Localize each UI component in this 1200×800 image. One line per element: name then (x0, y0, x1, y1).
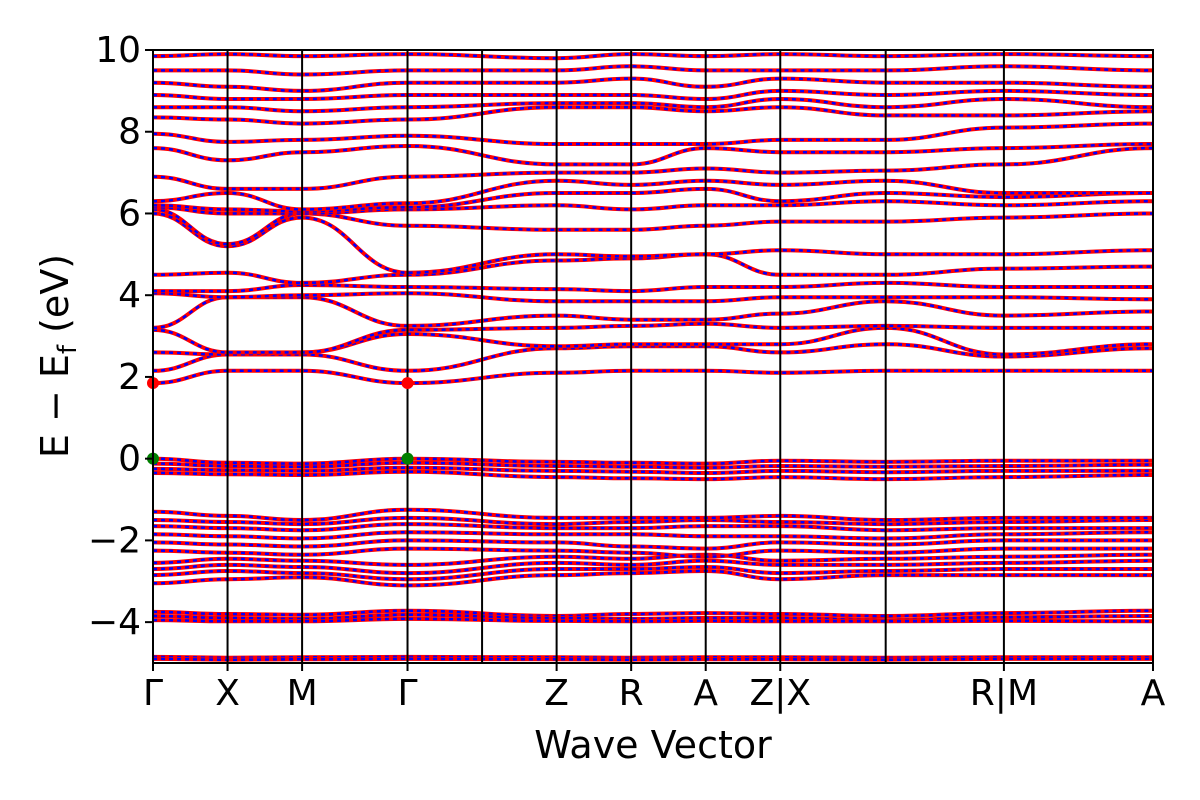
band-line-spin-down (152, 253, 1154, 285)
y-tick-label: 8 (118, 112, 141, 153)
band-line-spin-down (152, 187, 1154, 213)
y-tick-label: −2 (88, 520, 141, 561)
y-axis-ticks: −4 −2 0 2 4 6 8 10 (88, 30, 153, 643)
x-tick-label: R|M (970, 673, 1038, 714)
special-points (147, 377, 414, 465)
x-tick-label: X (215, 673, 240, 714)
x-tick-label: Γ (143, 673, 163, 714)
x-axis-kpoint-labels: Γ X M Γ Z R A Z|X R|M A (143, 663, 1166, 714)
band-line-spin-down (152, 539, 1153, 550)
y-tick-label: 4 (118, 275, 141, 316)
special-point-marker (401, 377, 414, 390)
band-line-spin-down (152, 609, 1154, 618)
band-line-spin-down (152, 461, 1154, 469)
band-line-spin-down (152, 553, 1154, 567)
x-tick-label: Z (544, 673, 569, 714)
band-line-spin-down (152, 516, 1154, 526)
band-line-spin-down (152, 457, 1154, 465)
band-line-spin-down (152, 89, 1154, 101)
band-line-spin-down (152, 565, 1153, 581)
band-line-spin-down (152, 655, 1153, 659)
band-line-spin-down (152, 466, 1153, 475)
band-line-spin-down (152, 569, 1153, 587)
band-line-spin-down (152, 547, 1153, 558)
band-line-spin-down (152, 530, 1154, 540)
x-axis-label: Wave Vector (534, 723, 772, 767)
band-line-spin-down (152, 65, 1154, 76)
x-tick-label: A (693, 673, 718, 714)
x-tick-label: R (619, 673, 644, 714)
band-line-spin-down (152, 52, 1154, 60)
band-line-spin-down (152, 291, 1154, 303)
band-line-spin-down (152, 522, 1153, 532)
band-line-spin-down (152, 97, 1154, 113)
band-line-spin-down (152, 212, 1154, 274)
y-axis-label: E − Ef (eV) (33, 254, 83, 458)
y-tick-label: −4 (88, 602, 141, 643)
band-line-spin-down (153, 281, 1153, 293)
band-line-spin-down (152, 559, 1154, 575)
kpath-lines (226, 50, 1005, 663)
band-line-spin-down (152, 508, 1153, 522)
plot-frame (152, 49, 1154, 664)
y-tick-label: 6 (118, 193, 141, 234)
x-tick-label: M (287, 673, 318, 714)
band-line-spin-down (152, 470, 1154, 481)
band-line-spin-down (152, 199, 1154, 215)
band-line-spin-down (152, 122, 1154, 146)
x-tick-label: A (1141, 673, 1166, 714)
band-line-spin-down (152, 657, 1153, 661)
y-tick-label: 10 (95, 30, 141, 71)
y-tick-label: 2 (118, 357, 141, 398)
y-axis-label-main: E − E (33, 354, 77, 458)
x-tick-label: Γ (397, 673, 417, 714)
x-tick-label: Z|X (750, 673, 811, 714)
special-point-marker (401, 452, 414, 465)
y-axis-label-sub: f (53, 344, 83, 354)
y-tick-label: 0 (118, 439, 141, 480)
band-line-spin-down (152, 613, 1154, 622)
band-line-spin-down (152, 617, 1154, 623)
band-line-spin-down (152, 105, 1154, 125)
y-axis-label-unit: (eV) (33, 254, 77, 345)
band-line-spin-down (152, 77, 1154, 93)
